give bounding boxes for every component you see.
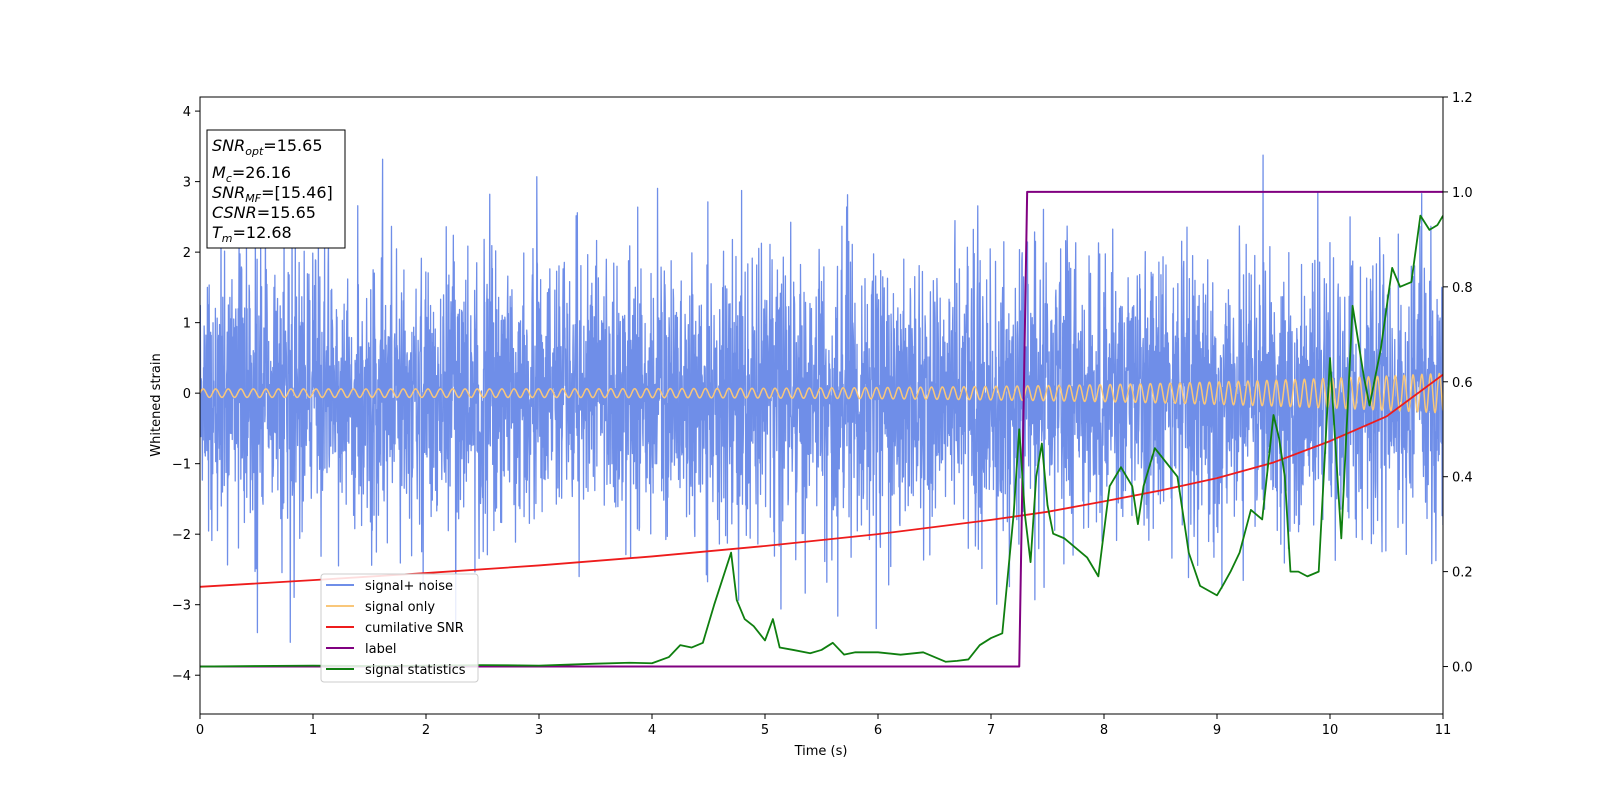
info-snr-mf: SNRMF=[15.46] [212,183,333,205]
y-tick-label: −3 [172,599,191,614]
y-axis-title: Whitened strain [149,353,164,456]
info-csnr: CSNR=15.65 [212,203,316,222]
y2-tick-label: 1.0 [1452,186,1473,201]
y-tick-label: −1 [172,458,191,473]
x-axis: 0 1 2 3 4 5 6 7 8 9 10 11 [196,714,1451,738]
x-tick-label: 6 [874,723,882,738]
legend-item-signal-statistics: signal statistics [326,663,466,678]
legend-item-label: label [326,642,396,657]
y2-tick-label: 1.2 [1452,91,1473,106]
legend-label: signal statistics [365,663,466,678]
y-tick-label: −4 [172,669,191,684]
info-box-frame [206,129,346,249]
series-label [200,190,1443,668]
y-tick-label: 2 [183,246,191,261]
x-tick-label: 10 [1322,723,1339,738]
y2-tick-label: 0.8 [1452,281,1473,296]
x-tick-label: 1 [309,723,317,738]
series-signal-noise [200,154,1443,643]
y2-tick-label: 0.4 [1452,471,1473,486]
legend-label: label [365,642,396,657]
y2-tick-label: 0.2 [1452,566,1473,581]
x-tick-label: 8 [1100,723,1108,738]
plot-frame [199,96,1444,715]
x-tick-label: 3 [535,723,543,738]
x-tick-label: 0 [196,723,204,738]
info-box: SNRopt=15.65 Mc=26.16 SNRMF=[15.46] CSNR… [206,129,346,249]
series-signal-statistics [200,214,1443,668]
y-tick-label: −2 [172,528,191,543]
x-tick-label: 9 [1213,723,1221,738]
legend-frame [320,573,479,683]
legend-label: cumilative SNR [365,621,464,636]
x-tick-label: 7 [987,723,995,738]
y-tick-label: 0 [183,387,191,402]
x-tick-label: 11 [1435,723,1452,738]
x-tick-label: 2 [422,723,430,738]
info-snr-opt: SNRopt=15.65 [212,136,323,158]
x-tick-label: 5 [761,723,769,738]
legend-item-cumulative-snr: cumilative SNR [326,621,464,636]
legend-item-signal-noise: signal+ noise [326,579,453,594]
info-tm: Tm=12.68 [212,223,292,245]
y2-axis: 1.2 1.0 0.8 0.6 0.4 0.2 0.0 [1443,91,1473,676]
legend: signal+ noise signal only cumilative SNR… [320,573,479,683]
y2-tick-label: 0.0 [1452,661,1473,676]
legend-item-signal-only: signal only [326,600,435,615]
y-axis: 4 3 2 1 0 −1 −2 −3 −4 [172,105,200,684]
y2-tick-label: 0.6 [1452,376,1473,391]
y-tick-label: 3 [183,176,191,191]
y-tick-label: 4 [183,105,191,120]
y-tick-label: 1 [183,317,191,332]
series-signal-only [200,372,1443,414]
info-mc: Mc=26.16 [212,163,291,185]
x-axis-title: Time (s) [794,744,848,759]
x-tick-label: 4 [648,723,656,738]
series-cumulative-snr [200,373,1443,588]
series-layer [200,154,1443,668]
legend-label: signal only [365,600,435,615]
legend-label: signal+ noise [365,579,453,594]
